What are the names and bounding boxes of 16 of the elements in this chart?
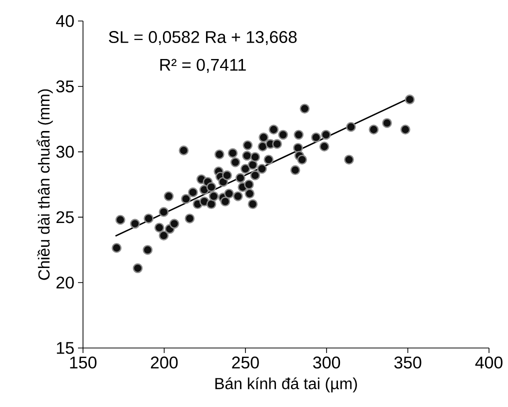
x-tick-label: 400 — [475, 356, 502, 369]
x-tick-label: 150 — [70, 356, 96, 369]
x-tick-label: 350 — [394, 356, 422, 369]
y-tick-label: 20 — [56, 276, 74, 289]
y-tick-label: 15 — [56, 342, 74, 354]
annotation: SL = 0,0582 Ra + 13,668 — [108, 31, 297, 46]
y-axis-title: Chiều dài thân chuẩn (mm) — [36, 89, 53, 280]
y-tick-label: 25 — [56, 211, 74, 224]
annotation: R² = 0,7411 — [160, 58, 246, 73]
x-tick-label: 250 — [232, 356, 259, 369]
y-tick-label: 40 — [56, 15, 74, 27]
x-tick-label: 200 — [150, 356, 178, 369]
x-axis-title: Bán kính đá tai (µm) — [215, 377, 357, 392]
x-tick-label: 300 — [313, 356, 340, 369]
y-tick-label: 30 — [56, 146, 74, 158]
y-tick-label: 35 — [56, 80, 74, 92]
